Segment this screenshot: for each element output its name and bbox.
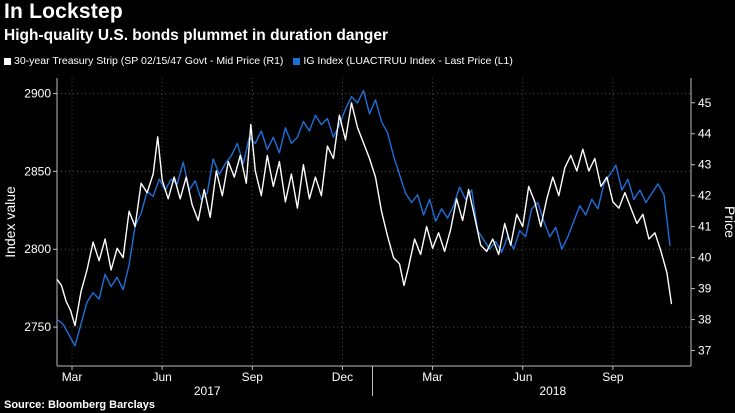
y-left-tick-label-2: 2850 (24, 164, 51, 178)
chart-title: In Lockstep (4, 0, 123, 23)
y-left-tick-label-1: 2800 (24, 242, 51, 256)
y-right-tick-label-2: 39 (698, 282, 712, 296)
legend-label-ig-index: IG Index (LUACTRUU Index - Last Price (L… (303, 55, 513, 67)
x-tick-label-6: Sep (602, 370, 624, 384)
y-right-tick-label-8: 45 (698, 96, 712, 110)
x-tick-label-4: Mar (422, 370, 443, 384)
y-right-tick-label-0: 37 (698, 344, 712, 358)
y-right-tick-label-3: 40 (698, 251, 712, 265)
y-left-tick-label-0: 2750 (24, 320, 51, 334)
x-tick-label-1: Jun (152, 370, 171, 384)
y-right-axis-title: Price (722, 206, 735, 238)
x-year-label-1: 2018 (539, 384, 566, 398)
legend-item-treasury: 30-year Treasury Strip (SP 02/15/47 Govt… (4, 55, 283, 67)
y-left-axis-title: Index value (2, 186, 18, 258)
legend-label-treasury: 30-year Treasury Strip (SP 02/15/47 Govt… (14, 55, 284, 67)
series-line-ig-index (56, 89, 671, 347)
legend-swatch-ig-index (293, 57, 301, 65)
legend-swatch-treasury (4, 57, 11, 65)
x-tick-label-5: Jun (513, 370, 532, 384)
x-tick-label-0: Mar (62, 370, 83, 384)
y-right-tick-label-5: 42 (698, 189, 712, 203)
chart-source: Source: Bloomberg Barclays (4, 399, 155, 411)
y-left-tick-label-3: 2900 (24, 87, 51, 101)
legend: 30-year Treasury Strip (SP 02/15/47 Govt… (4, 55, 523, 67)
x-tick-label-2: Sep (242, 370, 264, 384)
x-year-label-0: 2017 (194, 384, 221, 398)
chart-subtitle: High-quality U.S. bonds plummet in durat… (4, 27, 389, 44)
y-right-tick-label-4: 41 (698, 220, 712, 234)
y-right-tick-label-1: 38 (698, 313, 712, 327)
x-tick-label-3: Dec (332, 370, 353, 384)
legend-item-ig-index: IG Index (LUACTRUU Index - Last Price (L… (293, 55, 513, 67)
series-line-treasury (56, 102, 673, 327)
y-right-tick-label-6: 43 (698, 158, 712, 172)
y-right-tick-label-7: 44 (698, 127, 712, 141)
